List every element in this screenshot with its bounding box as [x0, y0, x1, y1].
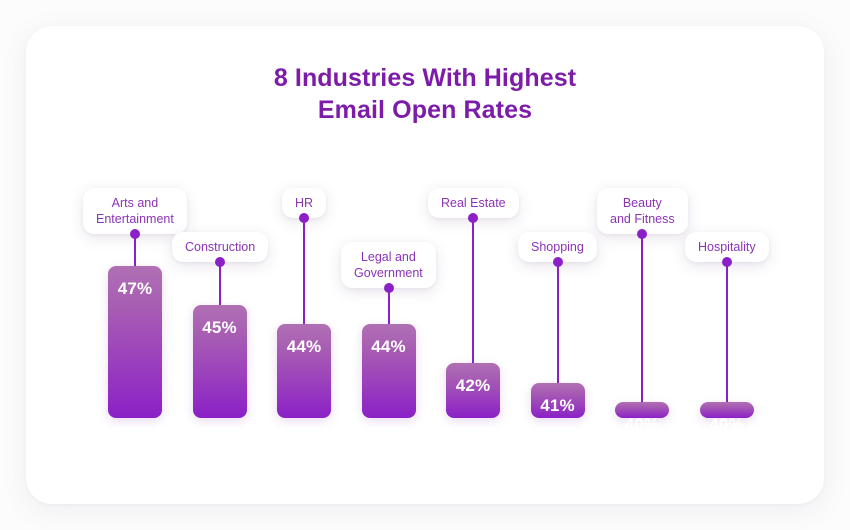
- connector-line: [218, 266, 221, 321]
- title-line-1: 8 Industries With Highest: [273, 64, 577, 92]
- bar-value-label: 40%: [709, 415, 744, 434]
- bar-value-label: 44%: [371, 337, 406, 356]
- connector-dot-icon: [468, 213, 478, 223]
- bar-category-label-line: Entertainment: [96, 212, 174, 226]
- bar-category-label-line: and Fitness: [610, 212, 675, 226]
- connector-line: [725, 266, 728, 418]
- bar-category-label-line: Arts and: [111, 196, 159, 210]
- connector-dot-icon: [383, 283, 394, 293]
- page-title: 8 Industries With Highest Email Open Rat…: [26, 62, 824, 126]
- bar-category-label-line: HR: [295, 196, 314, 210]
- bar-value-label: 47%: [117, 279, 153, 298]
- bar-category-label-line: Construction: [185, 240, 256, 254]
- bar-chart-plot: Arts and Entertainment 47% Construction 45% H…: [26, 26, 824, 504]
- bar[interactable]: [277, 324, 331, 418]
- chart-card: 8 Industries With Highest Email Open Rat…: [26, 26, 824, 504]
- bar-category-label: Beauty and Fitness: [597, 188, 688, 234]
- connector-line: [641, 238, 643, 418]
- connector-line: [472, 222, 474, 379]
- connector-line: [556, 266, 559, 399]
- connector-dot-icon: [721, 257, 732, 267]
- connector-dot-icon: [552, 257, 563, 267]
- connector-line: [387, 292, 390, 340]
- bar-category-label: Arts and Entertainment: [83, 188, 187, 234]
- bar-category-label: Construction: [172, 232, 269, 262]
- bar[interactable]: [530, 383, 585, 418]
- bar-value-label: 42%: [455, 376, 491, 395]
- title-line-2: Email Open Rates: [317, 96, 533, 124]
- bar[interactable]: [192, 305, 247, 418]
- bar-value-label: 44%: [286, 337, 322, 356]
- bar-category-label-line: Hospitality: [698, 240, 756, 254]
- connector-dot-icon: [214, 257, 225, 267]
- bar-value-label: 45%: [202, 318, 237, 337]
- connector-dot-icon: [299, 213, 309, 223]
- bar-category-label-line: Shopping: [531, 240, 584, 254]
- bar-value-label: 41%: [540, 396, 575, 415]
- bar[interactable]: [699, 402, 754, 418]
- bar-value-label: 40%: [624, 415, 660, 434]
- connector-dot-icon: [130, 229, 140, 239]
- connector-line: [303, 222, 305, 340]
- bar-category-label-line: Government: [354, 266, 423, 280]
- bar-category-label: HR: [282, 188, 327, 218]
- connector-dot-icon: [637, 229, 647, 239]
- bar[interactable]: [615, 402, 669, 418]
- bar-category-label: Legal and Government: [341, 242, 436, 288]
- bar-category-label-line: Legal and: [360, 250, 416, 264]
- bar[interactable]: [108, 266, 162, 418]
- bar-category-label-line: Beauty: [622, 196, 662, 210]
- bar[interactable]: [446, 363, 500, 418]
- bar-category-label-line: Real Estate: [441, 196, 506, 210]
- connector-line: [134, 238, 136, 282]
- bar[interactable]: [361, 324, 416, 418]
